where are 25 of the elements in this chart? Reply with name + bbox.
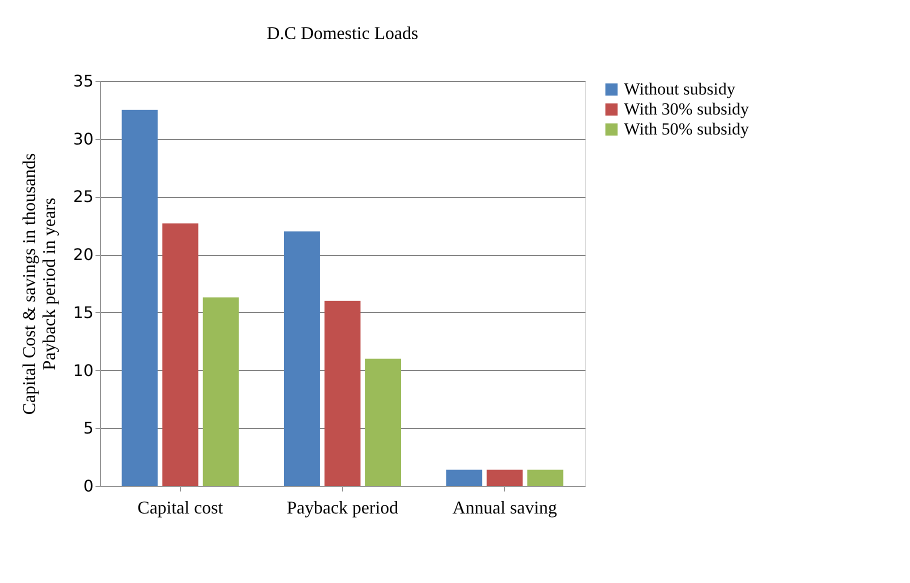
legend-label: With 30% subsidy bbox=[624, 100, 750, 118]
y-tick-label: 10 bbox=[73, 360, 94, 380]
x-tick-label: Capital cost bbox=[138, 498, 224, 518]
bar bbox=[527, 470, 564, 486]
legend-label: With 50% subsidy bbox=[624, 120, 750, 138]
bar bbox=[122, 110, 158, 486]
y-tick-label: 15 bbox=[73, 302, 94, 322]
bar bbox=[365, 358, 402, 486]
bar bbox=[162, 223, 198, 486]
bar bbox=[202, 297, 239, 486]
y-axis-title: Capital Cost & savings in thousands Payback period in years bbox=[19, 153, 60, 415]
y-tick-label: 25 bbox=[73, 187, 94, 206]
bar bbox=[284, 231, 320, 486]
bar bbox=[446, 470, 482, 486]
legend-label: Without subsidy bbox=[624, 80, 736, 98]
y-tick-label: 0 bbox=[83, 476, 94, 496]
chart-title: D.C Domestic Loads bbox=[266, 23, 418, 43]
bar bbox=[486, 470, 523, 486]
y-tick-label: 5 bbox=[83, 418, 94, 438]
y-tick-label: 30 bbox=[73, 129, 94, 148]
y-tick-label: 20 bbox=[73, 245, 94, 264]
y-tick-label: 35 bbox=[73, 72, 94, 90]
x-tick-label: Annual saving bbox=[452, 498, 557, 518]
x-tick-label: Payback period bbox=[286, 498, 398, 518]
bar bbox=[324, 300, 360, 486]
